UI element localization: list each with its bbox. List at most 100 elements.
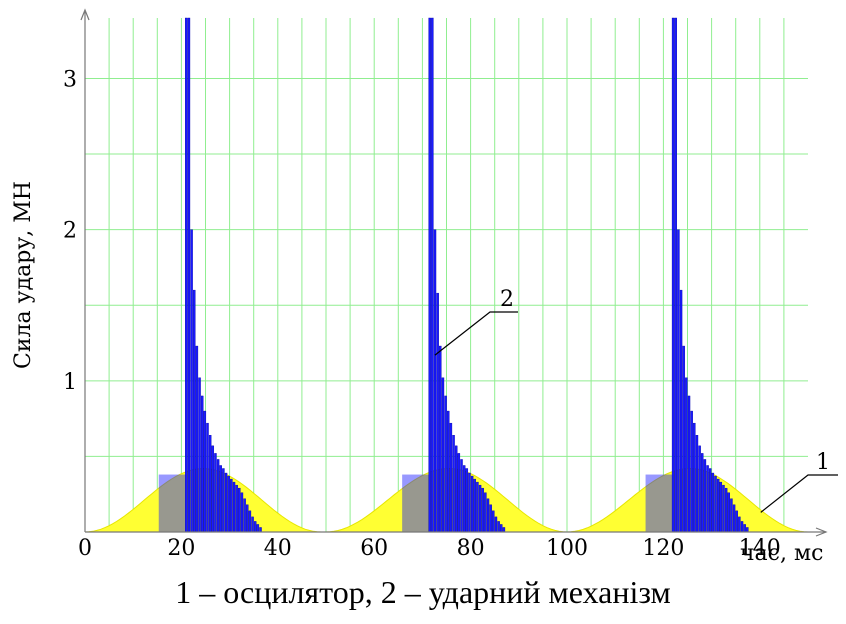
- impact-bar: [740, 521, 744, 533]
- impact-bar: [481, 487, 484, 533]
- impact-bar: [243, 498, 246, 533]
- impact-bar: [251, 516, 254, 533]
- y-tick-label: 2: [63, 219, 77, 244]
- impact-bar: [203, 410, 207, 533]
- impact-bar: [730, 498, 733, 533]
- x-tick-label: 20: [167, 536, 195, 561]
- impact-bar: [486, 498, 490, 533]
- impact-bar: [431, 17, 434, 533]
- impact-bar: [187, 17, 191, 533]
- impact-bar: [674, 17, 677, 533]
- impact-bar: [687, 395, 691, 533]
- impact-bar: [677, 229, 680, 533]
- impact-bar: [253, 521, 257, 533]
- impact-bar: [701, 453, 704, 533]
- x-tick-label: 120: [642, 536, 684, 561]
- impact-bar: [690, 410, 693, 533]
- impact-bar: [452, 435, 455, 533]
- impact-bar-series: [158, 17, 749, 533]
- impact-bar: [492, 510, 495, 533]
- impact-plateau: [645, 474, 673, 532]
- impact-bar: [462, 465, 466, 533]
- annotation-label-1: 1: [816, 450, 830, 475]
- figure-caption: 1 – осцилятор, 2 – ударний механізм: [175, 574, 671, 610]
- impact-bar: [476, 481, 479, 533]
- y-axis-label: Сила удару, МН: [11, 181, 36, 369]
- impact-bar: [219, 465, 222, 533]
- annotations: 21: [434, 287, 838, 513]
- impact-bar: [224, 472, 228, 533]
- impact-bar: [732, 504, 736, 533]
- impact-bar: [259, 527, 262, 533]
- x-tick-label: 0: [78, 536, 92, 561]
- impact-bar: [256, 524, 260, 533]
- impact-bar: [214, 453, 217, 533]
- x-tick-label: 100: [546, 536, 588, 561]
- x-tick-label: 60: [360, 536, 388, 561]
- impact-bar: [200, 395, 204, 533]
- impact-bar: [682, 345, 685, 533]
- impact-bar: [439, 345, 442, 533]
- impact-bar: [227, 475, 230, 533]
- impact-bar: [238, 487, 241, 533]
- impact-bar: [235, 484, 238, 533]
- impact-bar: [714, 475, 717, 533]
- impact-bar: [211, 445, 215, 533]
- impact-bar: [468, 472, 471, 533]
- impact-bar: [708, 468, 712, 533]
- annotation-leader-2: [434, 311, 518, 356]
- tick-labels: 0 20 40 60 80 100 120 140 1 2 3: [63, 67, 781, 561]
- impact-bar: [693, 422, 696, 533]
- y-tick-label: 1: [63, 370, 77, 395]
- impact-bar: [706, 465, 709, 533]
- chart: 0 20 40 60 80 100 120 140 1 2 3 Сила удару, МН час…: [11, 8, 838, 566]
- impact-bar: [489, 504, 492, 533]
- impact-bar: [444, 395, 447, 533]
- y-tick-label: 3: [63, 67, 77, 92]
- impact-bar: [735, 510, 738, 533]
- impact-bar: [206, 422, 209, 533]
- impact-bar: [497, 521, 500, 533]
- impact-bar: [671, 17, 675, 533]
- impact-bar: [216, 459, 220, 533]
- impact-bar: [193, 289, 196, 533]
- impact-bar: [460, 459, 463, 533]
- y-axis-arrow: [80, 8, 90, 21]
- impact-bar: [436, 292, 439, 533]
- impact-plateau: [158, 474, 186, 532]
- impact-bar: [494, 516, 498, 533]
- impact-bar: [428, 17, 431, 533]
- impact-bar: [685, 377, 688, 533]
- impact-bar: [208, 435, 212, 533]
- impact-bar: [246, 504, 249, 533]
- impact-bar: [454, 445, 458, 533]
- impact-bar: [447, 410, 450, 533]
- impact-bar: [698, 445, 701, 533]
- impact-bar: [703, 459, 707, 533]
- impact-bar: [470, 475, 474, 533]
- impact-bar: [484, 492, 487, 533]
- impact-bar: [248, 510, 252, 533]
- impact-bar: [441, 377, 445, 533]
- x-tick-label: 80: [457, 536, 485, 561]
- impact-bar: [478, 484, 482, 533]
- impact-bar: [232, 481, 236, 533]
- impact-bar: [190, 229, 193, 533]
- impact-bar: [222, 468, 225, 533]
- impact-bar: [719, 481, 723, 533]
- impact-bar: [724, 487, 728, 533]
- impact-bar: [746, 527, 749, 533]
- impact-bar: [198, 377, 201, 533]
- impact-bar: [465, 468, 469, 533]
- impact-bar: [716, 478, 720, 533]
- impact-bar: [473, 478, 476, 533]
- impact-bar: [727, 492, 730, 533]
- impact-bar: [722, 484, 725, 533]
- impact-bar: [433, 229, 437, 533]
- impact-bar: [195, 345, 199, 533]
- impact-bar: [449, 422, 453, 533]
- grid: [85, 18, 808, 532]
- impact-bar: [185, 17, 188, 533]
- x-tick-label: 40: [264, 536, 292, 561]
- x-axis-arrow: [815, 527, 828, 537]
